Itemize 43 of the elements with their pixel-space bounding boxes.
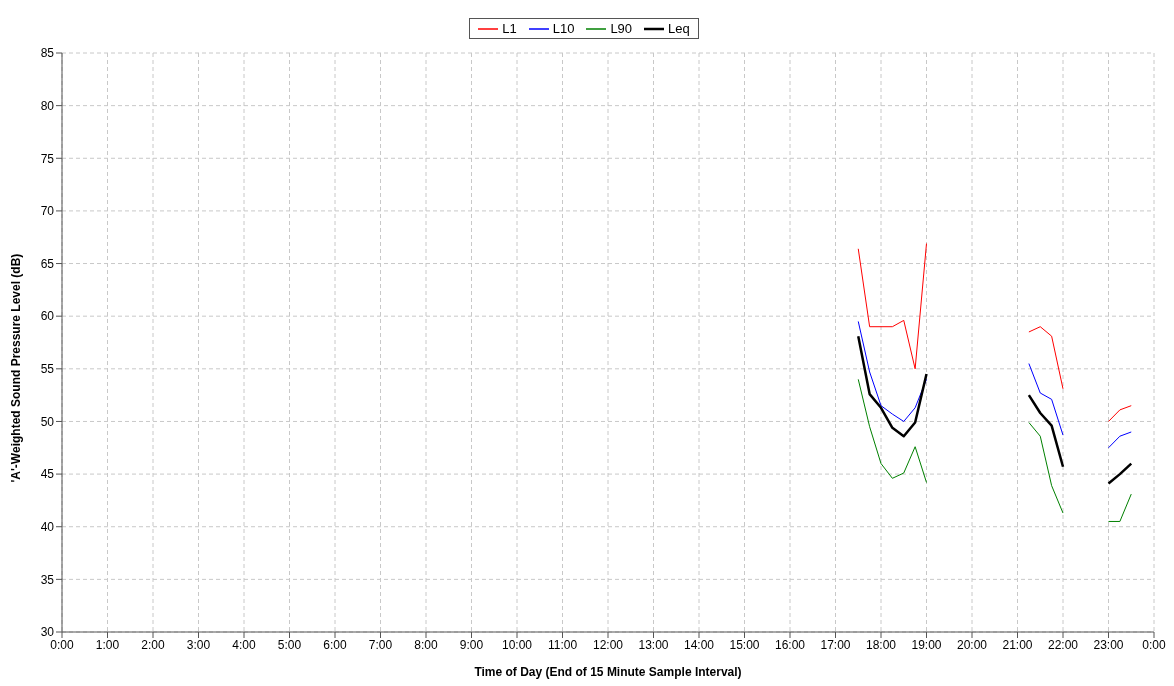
x-tick-label: 23:00 <box>1093 637 1124 652</box>
y-axis-title: 'A'-Weighted Sound Pressure Level (dB) <box>9 253 24 483</box>
y-tick-label: 35 <box>40 572 55 587</box>
x-tick-label: 5:00 <box>277 637 302 652</box>
y-tick-label: 50 <box>40 414 55 429</box>
x-tick-label: 7:00 <box>368 637 393 652</box>
x-tick-label: 1:00 <box>95 637 120 652</box>
legend-label: L10 <box>552 21 575 36</box>
x-tick-label: 21:00 <box>1002 637 1033 652</box>
x-tick-label: 16:00 <box>774 637 806 652</box>
x-tick-label: 17:00 <box>820 637 851 652</box>
y-tick-label: 75 <box>40 151 55 166</box>
y-tick-label: 40 <box>40 519 55 534</box>
y-tick-label: 85 <box>40 46 55 61</box>
y-tick-label: 30 <box>40 625 55 640</box>
x-tick-label: 0:00 <box>1142 637 1166 652</box>
y-tick-label: 60 <box>40 309 55 324</box>
y-tick-label: 80 <box>40 98 55 113</box>
x-tick-label: 3:00 <box>186 637 211 652</box>
x-tick-label: 22:00 <box>1047 637 1079 652</box>
x-tick-label: 20:00 <box>956 637 988 652</box>
x-tick-label: 10:00 <box>501 637 533 652</box>
legend-label: Leq <box>668 21 690 36</box>
y-tick-label: 45 <box>40 467 55 482</box>
y-tick-label: 70 <box>40 204 55 219</box>
x-tick-label: 11:00 <box>547 637 578 652</box>
x-tick-label: 2:00 <box>141 637 165 652</box>
x-tick-label: 15:00 <box>729 637 760 652</box>
x-tick-label: 9:00 <box>459 637 484 652</box>
x-tick-label: 19:00 <box>911 637 942 652</box>
x-tick-label: 13:00 <box>638 637 669 652</box>
x-tick-label: 18:00 <box>865 637 897 652</box>
x-axis-title: Time of Day (End of 15 Minute Sample Interval) <box>474 665 742 679</box>
x-tick-label: 8:00 <box>414 637 438 652</box>
y-tick-label: 55 <box>40 362 55 377</box>
legend-label: L1 <box>502 21 517 36</box>
x-tick-label: 4:00 <box>232 637 256 652</box>
legend-label: L90 <box>610 21 633 36</box>
x-tick-label: 12:00 <box>592 637 624 652</box>
x-tick-label: 14:00 <box>683 637 715 652</box>
x-tick-label: 0:00 <box>50 637 74 652</box>
x-tick-label: 6:00 <box>323 637 347 652</box>
y-tick-label: 65 <box>40 256 55 271</box>
